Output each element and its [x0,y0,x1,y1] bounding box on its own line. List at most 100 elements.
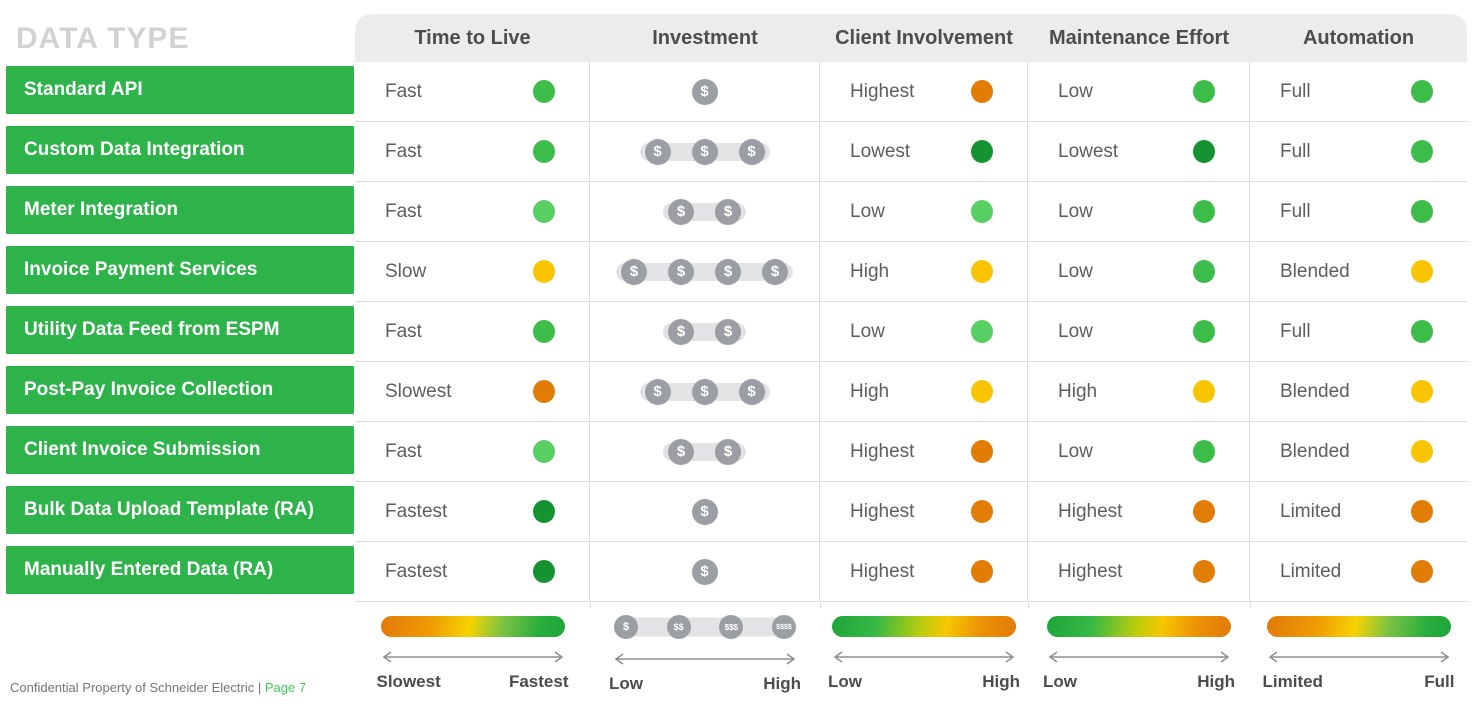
dollar-scale-icon: $$$$ [771,615,796,639]
cell-investment: $ [590,482,820,542]
cell-maintenance-effort: Low [1028,62,1250,122]
cell-automation: Full [1250,302,1467,362]
cell-time-to-live: Fast [355,122,590,182]
rating-dot [1193,140,1215,163]
cell-value: Limited [1280,500,1342,522]
rating-dot [971,320,993,343]
cell-automation: Blended [1250,422,1467,482]
cell-investment: $ $ $ $ [590,242,820,302]
cell-value: Highest [850,500,915,522]
rating-dot [1193,320,1215,343]
cell-investment: $ $ [590,182,820,242]
cell-client-involvement: Low [820,302,1028,362]
dollar-icon: $ [715,438,741,465]
cell-value: High [1058,380,1098,402]
rating-dot [533,200,555,223]
column-header-client-involvement: Client Involvement [835,26,1013,49]
cell-time-to-live: Fastest [355,542,590,602]
cell-value: Blended [1280,260,1350,282]
cell-value: Full [1280,200,1311,222]
row-label: Standard API [6,66,354,114]
gradient-bar [1266,616,1451,637]
dollar-icon: $ [738,138,765,165]
cell-client-involvement: Lowest [820,122,1028,182]
rating-dot [533,260,555,283]
cell-maintenance-effort: Low [1028,242,1250,302]
gradient-bar [832,616,1016,637]
cell-value: High [850,260,890,282]
legend-left-label: Low [828,672,862,691]
cell-value: Low [1058,440,1093,462]
cell-value: Limited [1280,560,1342,582]
legend-right-label: Fastest [508,672,569,691]
row-label: Custom Data Integration [6,126,354,174]
dollar-icon: $ [715,318,741,345]
rating-dot [1193,560,1215,583]
confidential-text: Confidential Property of Schneider Elect… [10,680,255,695]
cell-client-involvement: Low [820,182,1028,242]
dollar-scale-icon: $ [614,615,638,639]
legend-time-to-live: Slowest Fastest [355,606,590,694]
range-arrow-icon [382,651,563,663]
cell-value: Highest [850,80,915,102]
cell-maintenance-effort: Highest [1028,542,1250,602]
cell-value: Low [1058,260,1093,282]
rating-dot [971,440,993,463]
column-header-time-to-live: Time to Live [414,26,531,49]
cell-client-involvement: Highest [820,62,1028,122]
cell-value: Blended [1280,440,1350,462]
dollar-icon: $ [691,498,718,525]
rating-dot [1411,260,1433,283]
cell-time-to-live: Fast [355,62,590,122]
rating-dot [1193,500,1215,523]
dollar-icon: $ [668,318,694,345]
cell-value: Lowest [850,140,911,162]
dollar-icon: $ [668,258,694,285]
range-arrow-icon [833,651,1015,663]
cell-investment: $ $ [590,422,820,482]
legend-left-label: Low [609,674,643,693]
gridline-extension [590,602,591,608]
cell-time-to-live: Fast [355,302,590,362]
cell-automation: Full [1250,62,1467,122]
rating-dot [1411,80,1433,103]
cell-automation: Limited [1250,482,1467,542]
cell-value: Low [850,200,885,222]
cell-automation: Limited [1250,542,1467,602]
rating-dot [1411,500,1433,523]
cell-value: Lowest [1058,140,1119,162]
cell-investment: $ [590,542,820,602]
column-header-strip: Time to Live Investment Client Involveme… [355,14,1467,62]
cell-value: Highest [1058,560,1123,582]
dollar-icon: $ [691,138,718,165]
row-label: Client Invoice Submission [6,426,354,474]
gridline-extension [820,602,821,608]
cell-automation: Full [1250,182,1467,242]
dollar-icon: $ [715,258,741,285]
cell-time-to-live: Slowest [355,362,590,422]
dollar-coins: $ $ $ [639,138,770,165]
dollar-scale-icon: $$$ [719,615,744,639]
cell-value: Highest [1058,500,1123,522]
range-arrow-icon [614,653,796,665]
cell-time-to-live: Fastest [355,482,590,542]
rating-dot [1193,440,1215,463]
row-label: Bulk Data Upload Template (RA) [6,486,354,534]
dollar-coins: $ $ $ [639,378,770,405]
cell-value: Fast [385,80,422,102]
legend-client-involvement: Low High [820,606,1028,694]
cell-maintenance-effort: Low [1028,182,1250,242]
cell-value: Slow [385,260,427,282]
gridline-extension [1028,602,1029,608]
rating-dot [533,380,555,403]
cell-time-to-live: Fast [355,422,590,482]
footer-separator: | [257,680,262,695]
row-label: Meter Integration [6,186,354,234]
cell-value: Fast [385,440,422,462]
cell-value: Full [1280,80,1311,102]
column-header-maintenance-effort: Maintenance Effort [1048,26,1230,49]
rating-dot [971,140,993,163]
rating-dot [971,80,993,103]
dollar-scale: $ $$ $$$ $$$$ [614,615,796,639]
